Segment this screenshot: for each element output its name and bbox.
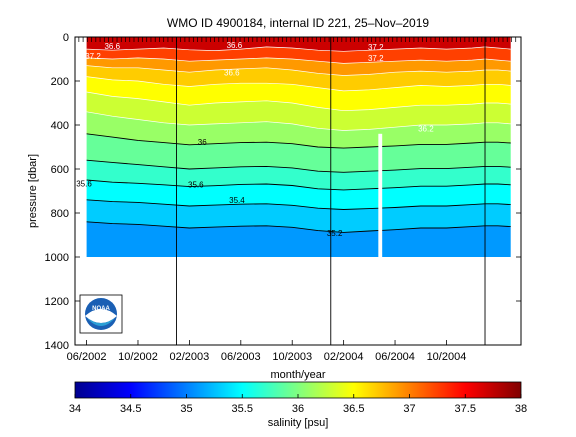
colorbar-tick-label: 35.5 <box>232 403 253 415</box>
chart-title: WMO ID 4900184, internal ID 221, 25–Nov–… <box>167 16 429 30</box>
salinity-band-8 <box>86 160 511 190</box>
colorbar-tick-label: 36.5 <box>343 403 364 415</box>
y-tick-label: 1000 <box>45 252 69 264</box>
x-tick-label: 06/2002 <box>67 351 107 363</box>
x-tick-label: 06/2003 <box>221 351 261 363</box>
colorbar-tick-label: 35 <box>180 403 192 415</box>
colorbar-label: salinity [psu] <box>268 417 329 429</box>
contour-label-6: 36.2 <box>418 125 434 134</box>
colorbar-ticks: 34 34.5 35 35.5 36 36.5 37 37.5 38 <box>69 394 527 415</box>
isohaline-35.8 <box>86 159 511 173</box>
y-axis-label: pressure [dbar] <box>27 154 39 228</box>
contour-label-4: 37.2 <box>368 54 384 63</box>
isohaline-35.4 <box>86 199 511 210</box>
x-tick-label: 02/2004 <box>324 351 364 363</box>
contour-label-5: 36.6 <box>224 69 240 78</box>
colorbar-tick-label: 36 <box>292 403 304 415</box>
salinity-band-10 <box>86 199 511 233</box>
contour-label-11: 35.2 <box>327 229 343 238</box>
colorbar-tick-label: 34 <box>69 403 81 415</box>
colorbar-tick-label: 37 <box>403 403 415 415</box>
colorbar-tick-label: 37.5 <box>455 403 476 415</box>
x-axis: 06/2002 10/2002 02/2003 06/2003 10/2003 02/20… <box>67 340 467 363</box>
y-tick-label: 1200 <box>45 296 69 308</box>
isohaline-37 <box>86 57 511 64</box>
noaa-logo-text: NOAA <box>92 306 110 312</box>
y-tick-label: 400 <box>51 120 69 132</box>
contour-label-0: 36.6 <box>104 42 120 51</box>
x-tick-label: 10/2004 <box>427 351 467 363</box>
isohaline-36 <box>86 133 511 149</box>
colorbar-tick-label: 34.5 <box>120 403 141 415</box>
salinity-band-4 <box>86 76 511 111</box>
contour-lines <box>86 46 511 233</box>
y-tick-label: 800 <box>51 208 69 220</box>
salinity-band-2 <box>86 57 511 76</box>
isohaline-36.2 <box>86 111 511 131</box>
isohaline-35.6 <box>86 179 511 191</box>
contour-label-9: 35.6 <box>188 181 204 190</box>
isohaline-36.8 <box>86 65 511 76</box>
y-axis: 0 200 400 600 800 1000 1200 1400 <box>45 32 521 352</box>
contour-label-8: 35.6 <box>76 180 92 189</box>
contour-label-2: 37.2 <box>85 52 101 61</box>
contour-label-1: 36.6 <box>227 41 243 50</box>
year-boundary-lines <box>176 37 486 345</box>
contour-label-3: 37.2 <box>368 43 384 52</box>
colorbar-tick-label: 38 <box>515 403 527 415</box>
y-tick-label: 1400 <box>45 340 69 352</box>
salinity-band-1 <box>86 46 511 64</box>
salinity-band-7 <box>86 133 511 173</box>
y-tick-label: 600 <box>51 164 69 176</box>
contour-label-10: 35.4 <box>229 196 245 205</box>
contour-label-7: 36 <box>198 138 207 147</box>
data-gaps <box>378 133 383 257</box>
x-tick-label: 06/2004 <box>375 351 415 363</box>
salinity-band-5 <box>86 92 511 131</box>
isohaline-35.2 <box>86 221 511 233</box>
salinity-band-11 <box>86 221 511 257</box>
x-axis-label: month/year <box>270 369 325 381</box>
noaa-logo: NOAA <box>79 294 123 334</box>
data-gap <box>378 133 383 257</box>
y-tick-label: 0 <box>63 32 69 44</box>
salinity-band-0 <box>86 37 511 52</box>
salinity-band-6 <box>86 111 511 149</box>
x-tick-label: 10/2002 <box>118 351 158 363</box>
salinity-colormap <box>86 37 511 257</box>
y-tick-label: 200 <box>51 76 69 88</box>
profile-tick-marks <box>78 37 517 42</box>
x-tick-label: 10/2003 <box>272 351 312 363</box>
isohaline-36.6 <box>86 76 511 92</box>
plot-frame <box>74 36 522 346</box>
x-tick-label: 02/2003 <box>170 351 210 363</box>
isohaline-37.5 <box>86 46 511 52</box>
isohaline-36.4 <box>86 91 511 112</box>
